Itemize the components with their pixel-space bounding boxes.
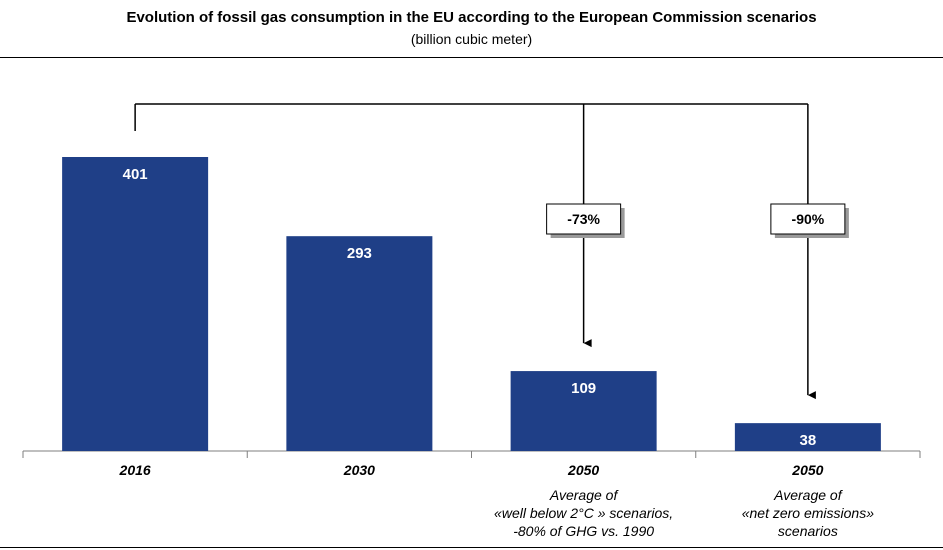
data-label-1: 293 (347, 245, 372, 262)
x-tick-label-0: 2016 (119, 462, 151, 478)
x-tick-label-1: 2030 (343, 462, 375, 478)
data-label-2: 109 (571, 380, 596, 397)
bottom-divider (0, 547, 943, 548)
chart-subtitle: (billion cubic meter) (410, 31, 533, 47)
chart-title: Evolution of fossil gas consumption in t… (126, 9, 817, 26)
bar-0 (62, 157, 209, 451)
category-description-3-1: «net zero emissions» (742, 505, 875, 521)
bar-3 (734, 423, 881, 451)
category-description-2-0: Average of (549, 487, 620, 503)
annotation-label-0: -73% (567, 211, 600, 227)
annotation-box-0 (546, 203, 622, 235)
data-label-3: 38 (800, 432, 817, 449)
annotation-label-1: -90% (792, 211, 825, 227)
annotation-box-1 (770, 203, 846, 235)
x-tick-label-2: 2050 (567, 462, 599, 478)
category-description-3-0: Average of (773, 487, 844, 503)
bar-1 (286, 236, 433, 451)
bar-2 (510, 371, 657, 451)
top-divider (0, 57, 943, 58)
category-description-2-1: «well below 2°C » scenarios, (494, 505, 673, 521)
category-description-3-2: scenarios (778, 523, 838, 539)
category-description-2-2: -80% of GHG vs. 1990 (513, 523, 654, 539)
data-label-0: 401 (123, 166, 148, 183)
x-tick-label-3: 2050 (791, 462, 823, 478)
